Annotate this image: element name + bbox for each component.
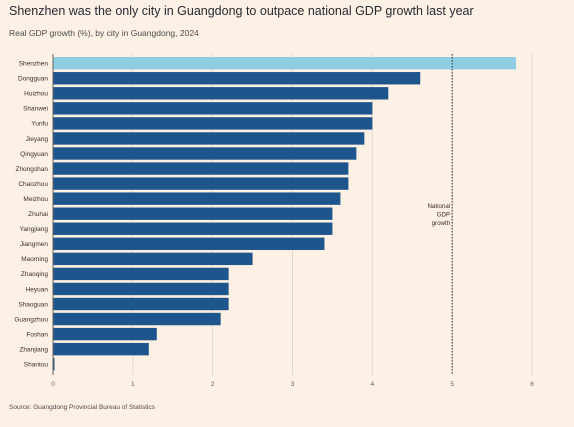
category-label: Foshan <box>26 331 48 338</box>
category-label: Chaozhou <box>18 181 48 188</box>
category-label: Dongguan <box>18 76 48 83</box>
x-tick-label: 0 <box>51 381 55 388</box>
x-tick-label: 3 <box>291 381 295 388</box>
bar-chart: 0 1 2 3 4 5 6 Shenzhen Dongguan Huizhou Shanwei Yun… <box>14 54 534 388</box>
bar <box>53 252 253 266</box>
bar <box>53 87 389 100</box>
bar <box>53 342 149 356</box>
reference-line-label: growth <box>432 220 451 227</box>
bar <box>53 297 229 311</box>
bar <box>53 358 55 371</box>
reference-line-label: GDP <box>437 212 450 219</box>
x-tick-label: 5 <box>450 381 454 388</box>
bar <box>53 237 325 250</box>
category-label: Heyuan <box>26 286 49 293</box>
category-label: Guangzhou <box>14 316 48 323</box>
bar <box>53 207 333 220</box>
bar <box>53 222 333 235</box>
x-tick-label: 1 <box>131 381 135 388</box>
bar <box>53 162 349 175</box>
category-label: Meizhou <box>23 196 48 203</box>
category-label: Shanwei <box>23 106 48 113</box>
category-label: Zhaoqing <box>21 271 48 278</box>
x-tick-label: 6 <box>530 381 534 388</box>
bar <box>53 57 517 70</box>
bar <box>53 147 357 160</box>
x-tick-label: 4 <box>371 381 375 388</box>
category-label: Zhuhai <box>28 211 48 218</box>
bar <box>53 327 157 341</box>
category-label: Huizhou <box>24 91 48 98</box>
category-label: Shaoguan <box>18 301 48 308</box>
category-label: Qingyuan <box>20 151 48 158</box>
category-label: Shenzhen <box>19 61 49 68</box>
bar <box>53 72 421 85</box>
category-label: Shantou <box>24 362 49 369</box>
category-label: Yangjiang <box>20 226 49 233</box>
category-label: Maoming <box>21 256 48 263</box>
chart-subtitle: Real GDP growth (%), by city in Guangdon… <box>9 28 199 38</box>
category-label: Zhanjiang <box>19 346 48 353</box>
source-note: Source: Guangdong Provincial Bureau of S… <box>9 404 155 411</box>
bar <box>53 132 365 145</box>
chart-title: Shenzhen was the only city in Guangdong … <box>9 4 474 18</box>
bar <box>53 177 349 190</box>
bar <box>53 312 221 326</box>
bar <box>53 267 229 281</box>
bar <box>53 117 373 130</box>
category-label: Jieyang <box>26 136 49 143</box>
bar <box>53 282 229 296</box>
x-tick-label: 2 <box>211 381 215 388</box>
category-label: Zhongshan <box>15 166 48 173</box>
bar <box>53 102 373 115</box>
category-label: Yunfu <box>31 121 48 128</box>
category-label: Jiangmen <box>20 241 49 248</box>
reference-line-label: National <box>427 203 450 210</box>
bar <box>53 192 341 205</box>
